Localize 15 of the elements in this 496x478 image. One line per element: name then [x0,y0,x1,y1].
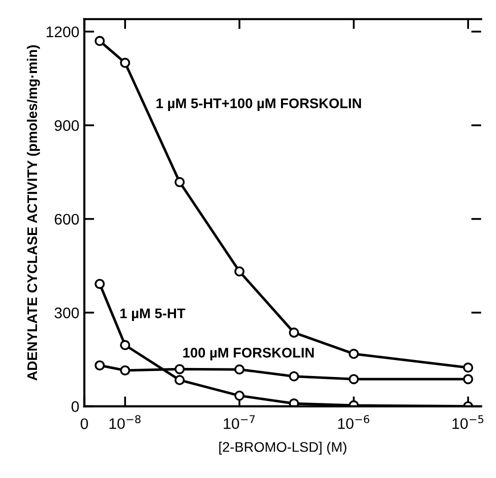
y-tick-label: 1200 [46,26,79,38]
y-axis-title: ADENYLATE CYCLASE ACTIVITY (pmoles/mg·min) [26,45,40,380]
series-label: 1 µM 5-HT+100 µM FORSKOLIN [156,98,361,111]
y-tick-label: 900 [54,120,79,131]
x-tick-label: 10$^{−8}$ [110,415,141,430]
series-label: 1 µM 5-HT [120,308,186,322]
x-axis-title: [2-BROMO-LSD] (M) [219,442,346,455]
x-tick-label: 10$^{−5}$ [452,415,484,430]
x-tick-label: 10$^{−6}$ [338,415,370,430]
y-tick-label: 600 [54,214,79,225]
x-tick-label: 0 [80,418,88,430]
y-tick-label: 300 [54,307,79,318]
y-tick-label: 0 [72,401,79,412]
series-label: 100 µM FORSKOLIN [183,348,314,360]
x-tick-label: 10$^{−7}$ [224,415,255,430]
